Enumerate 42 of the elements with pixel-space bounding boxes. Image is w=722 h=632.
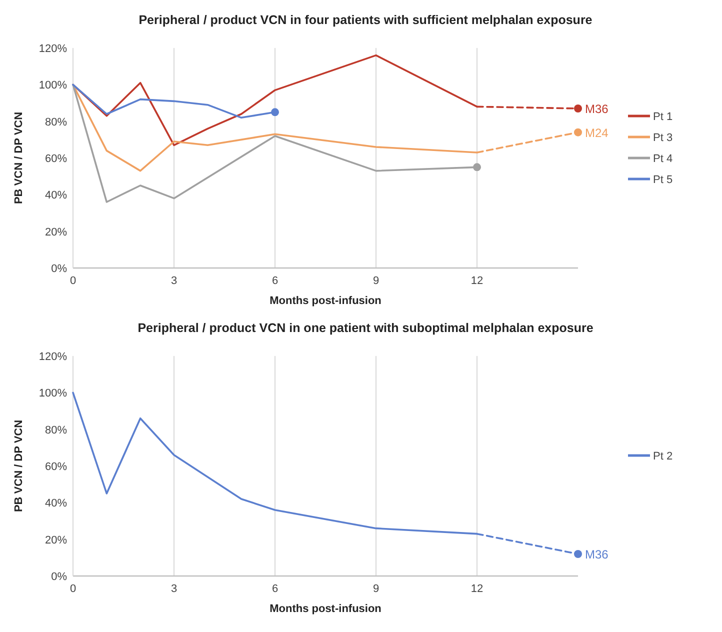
- y-tick-label: 120%: [38, 43, 68, 55]
- y-tick-label: 60%: [44, 461, 68, 473]
- y-tick-label: 0%: [51, 263, 68, 275]
- point: [574, 128, 582, 136]
- y-tick-label: 20%: [44, 226, 68, 238]
- x-axis-title: Months post-infusion: [270, 603, 382, 615]
- data-label: M36: [585, 102, 609, 116]
- y-axis-title: PB VCN / DP VCN: [13, 112, 25, 204]
- y-tick-label: 100%: [38, 80, 68, 92]
- y-tick-label: 20%: [44, 534, 68, 546]
- y-tick-label: 0%: [51, 571, 68, 583]
- x-tick-label: 12: [470, 275, 484, 287]
- chart-title: Peripheral / product VCN in four patients with sufficient melphalan exposure: [138, 13, 592, 27]
- chart-title: Peripheral / product VCN in one patient with suboptimal melphalan exposure: [138, 321, 594, 335]
- legend-label: Pt 4: [653, 153, 673, 165]
- x-tick-label: 12: [470, 583, 484, 595]
- y-tick-label: 100%: [38, 388, 68, 400]
- x-tick-label: 3: [170, 275, 178, 287]
- y-tick-label: 80%: [44, 116, 68, 128]
- legend-label: Pt 3: [653, 132, 673, 144]
- x-tick-label: 0: [70, 275, 76, 287]
- data-label: M36: [585, 548, 609, 562]
- x-tick-label: 9: [372, 275, 380, 287]
- legend-label: Pt 5: [653, 174, 673, 186]
- point: [473, 163, 481, 172]
- point: [271, 108, 279, 116]
- y-tick-label: 40%: [44, 190, 68, 202]
- x-tick-label: 6: [272, 583, 278, 595]
- data-label: M24: [585, 126, 609, 140]
- x-tick-label: 9: [372, 583, 380, 595]
- point: [574, 104, 582, 112]
- x-tick-label: 3: [170, 583, 178, 595]
- legend-label: Pt 1: [653, 111, 673, 123]
- y-tick-label: 120%: [38, 351, 68, 363]
- y-tick-label: 80%: [44, 424, 68, 436]
- y-axis-title: PB VCN / DP VCN: [13, 420, 25, 512]
- x-tick-label: 6: [272, 275, 278, 287]
- y-tick-label: 40%: [44, 498, 68, 510]
- x-axis-title: Months post-infusion: [270, 295, 382, 307]
- legend-label: Pt 2: [653, 450, 673, 462]
- x-tick-label: 0: [70, 583, 76, 595]
- y-tick-label: 60%: [44, 153, 68, 165]
